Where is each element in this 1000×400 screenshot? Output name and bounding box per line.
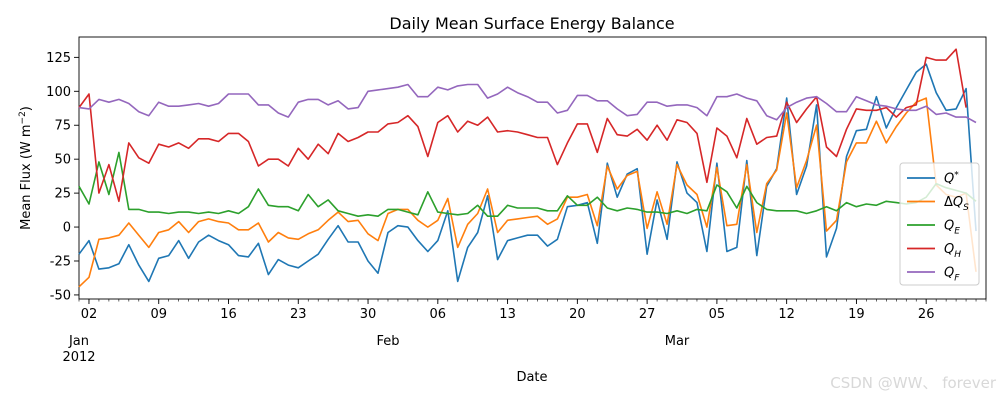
chart-title: Daily Mean Surface Energy Balance [389,14,674,33]
legend-label-sub: F [954,274,960,284]
legend-label-prefix: Δ [944,195,953,210]
y-axis-label-sup: −2 [18,111,28,124]
x-year-label: 2012 [62,350,95,365]
legend-label-2: ΔQS [944,195,969,213]
y-tick-label: 25 [54,187,71,202]
y-axis-label-main: Mean Flux (W m [19,124,34,229]
x-tick-label: 05 [709,307,726,322]
x-tick-label: 09 [150,307,167,322]
legend-label-4: QH [944,242,961,260]
x-tick-label: 16 [220,307,237,322]
x-tick-label: 06 [430,307,447,322]
x-tick-label: 13 [499,307,516,322]
y-axis-label: Mean Flux (W m−2) [18,106,34,230]
x-tick-label: 30 [360,307,377,322]
y-tick-label: -25 [50,254,71,269]
x-month-label: Feb [376,334,399,349]
x-tick-label: 12 [778,307,795,322]
y-tick-label: 125 [46,51,71,66]
legend-label-base: Q [944,219,954,234]
axes-frame [78,36,987,300]
legend-label-base: Q [953,195,963,210]
series-line-4 [78,48,967,203]
legend-label-sub: E [954,227,960,237]
legend-label-sub: S [963,203,969,213]
series-group [78,48,977,288]
series-line-3 [78,151,977,217]
legend-label-1: Q* [944,171,959,187]
series-line-1 [78,63,977,283]
x-tick-label: 20 [569,307,586,322]
y-axis: -50 -25 0 25 50 75 100 125 [46,51,79,303]
legend-box [899,162,980,286]
x-month-label: Mar [665,334,690,349]
y-tick-label: -50 [50,288,71,303]
x-axis-label: Date [516,370,547,385]
y-tick-label: 75 [54,119,71,134]
legend-label-3: QE [944,219,960,237]
y-tick-label: 0 [63,221,71,236]
plot-area [78,36,987,300]
y-axis-label-close: ) [19,106,34,111]
x-tick-label: 23 [290,307,307,322]
series-line-2 [78,97,977,288]
watermark: CSDN @WW、 forever [830,374,997,392]
x-tick-label: 02 [81,307,98,322]
y-tick-label: 100 [46,85,71,100]
x-month-label: Jan [68,334,89,349]
legend-label-5: QF [944,266,960,284]
x-tick-label: 26 [918,307,935,322]
legend-label-sup: * [954,171,959,181]
x-tick-label: 19 [848,307,865,322]
x-tick-label: 27 [639,307,656,322]
legend-label-base: Q [944,266,954,281]
y-tick-label: 50 [54,153,71,168]
legend-label-base: Q [944,242,954,257]
legend-label-sub: H [954,250,961,260]
series-line-5 [78,83,977,124]
legend-label-base: Q [944,172,954,187]
